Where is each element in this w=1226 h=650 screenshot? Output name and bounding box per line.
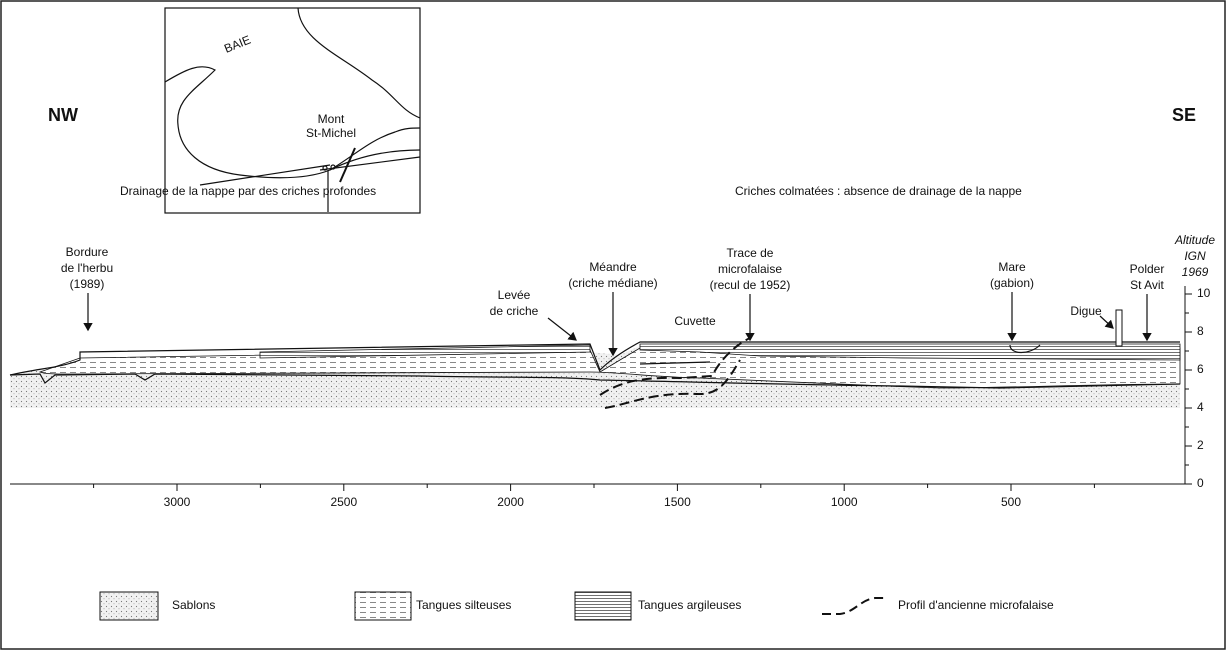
annotation: Digue: [1070, 304, 1102, 318]
x-tick-label: 1000: [831, 495, 858, 509]
map-label: St-Michel: [306, 126, 356, 140]
y-tick-label: 4: [1197, 400, 1204, 414]
annotation: St Avit: [1130, 278, 1164, 292]
annotation: Trace de: [727, 246, 774, 260]
annotation: Méandre: [589, 260, 637, 274]
x-tick-label: 1500: [664, 495, 691, 509]
axis-title: IGN: [1184, 249, 1206, 263]
annotation: (criche médiane): [568, 276, 657, 290]
annotation: microfalaise: [718, 262, 782, 276]
legend-label: Profil d'ancienne microfalaise: [898, 598, 1054, 612]
legend-label: Tangues argileuses: [638, 598, 741, 612]
section-heading: Criches colmatées : absence de drainage …: [735, 184, 1022, 198]
map-label: Mont: [318, 112, 345, 126]
cross-section: [10, 310, 1180, 408]
inset-map: BAIE Mont St-Michel: [165, 8, 420, 213]
annotation: Mare: [998, 260, 1026, 274]
y-tick-label: 8: [1197, 324, 1204, 338]
x-tick-label: 2000: [497, 495, 524, 509]
annotation: Polder: [1130, 262, 1165, 276]
annotation: (recul de 1952): [710, 278, 791, 292]
annotation: (1989): [70, 277, 105, 291]
y-tick-label: 6: [1197, 362, 1204, 376]
y-tick-label: 2: [1197, 438, 1204, 452]
x-tick-label: 2500: [330, 495, 357, 509]
diagram: BAIE Mont St-Michel NW SE Drainage de la…: [0, 0, 1226, 650]
orientation-label: NW: [48, 105, 78, 125]
orientation-label: SE: [1172, 105, 1196, 125]
axis-title: Altitude: [1174, 233, 1215, 247]
x-tick-label: 3000: [164, 495, 191, 509]
annotation: de criche: [490, 304, 539, 318]
x-tick-label: 500: [1001, 495, 1021, 509]
legend-label: Tangues silteuses: [416, 598, 511, 612]
y-tick-label: 0: [1197, 476, 1204, 490]
y-tick-label: 10: [1197, 286, 1211, 300]
annotation: Levée: [498, 288, 531, 302]
annotations: Bordure de l'herbu (1989) Levée de crich…: [61, 245, 1165, 355]
annotation: Cuvette: [674, 314, 716, 328]
annotation: (gabion): [990, 276, 1034, 290]
legend: Sablons Tangues silteuses Tangues argile…: [100, 592, 1054, 620]
section-heading: Drainage de la nappe par des criches pro…: [120, 184, 376, 198]
axis-title: 1969: [1182, 265, 1209, 279]
annotation: Bordure: [66, 245, 109, 259]
annotation: de l'herbu: [61, 261, 113, 275]
legend-label: Sablons: [172, 598, 215, 612]
